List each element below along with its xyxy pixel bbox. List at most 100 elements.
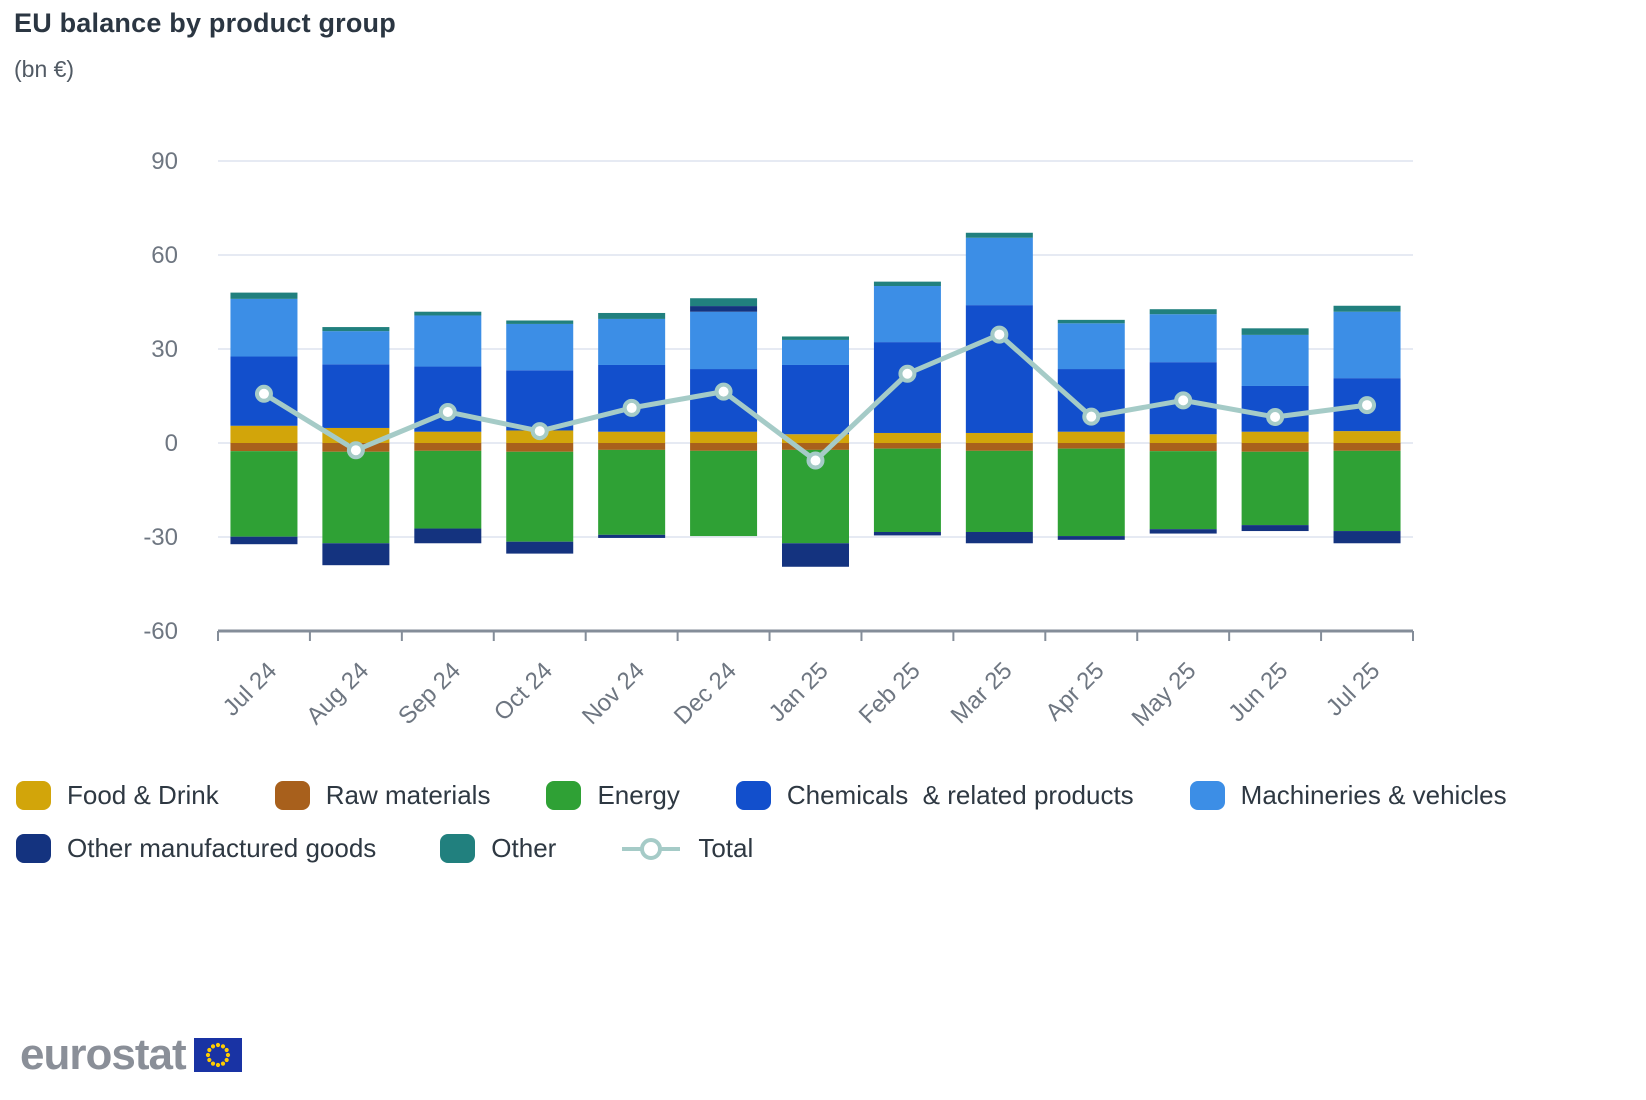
bar-segment[interactable]: [873, 432, 941, 443]
bar-segment[interactable]: [598, 534, 666, 538]
bar-segment[interactable]: [1149, 314, 1217, 363]
bar-segment[interactable]: [782, 543, 849, 567]
total-marker[interactable]: [622, 398, 641, 417]
bar-segment[interactable]: [873, 286, 941, 343]
bar-segment[interactable]: [1057, 431, 1125, 443]
bar-segment[interactable]: [965, 450, 1033, 532]
bar-segment[interactable]: [782, 336, 849, 340]
bar-segment[interactable]: [414, 443, 482, 451]
bar-segment[interactable]: [965, 432, 1033, 443]
bar-segment[interactable]: [1057, 443, 1125, 449]
bar-segment[interactable]: [506, 323, 574, 371]
bar-segment[interactable]: [1149, 451, 1217, 530]
legend-item-chemicals[interactable]: Chemicals & related products: [735, 780, 1134, 811]
bar-segment[interactable]: [414, 315, 482, 367]
bar-segment[interactable]: [690, 306, 758, 312]
total-marker[interactable]: [1266, 407, 1285, 426]
total-marker[interactable]: [1358, 396, 1377, 415]
bar-segment[interactable]: [965, 305, 1033, 433]
bar-segment[interactable]: [1241, 328, 1309, 335]
bar-segment[interactable]: [506, 443, 574, 452]
bar-segment[interactable]: [230, 298, 298, 357]
bar-segment[interactable]: [690, 311, 758, 370]
bar-segment[interactable]: [1149, 434, 1217, 443]
bar-segment[interactable]: [414, 431, 482, 443]
bar-segment[interactable]: [873, 281, 941, 287]
bar-segment[interactable]: [1333, 431, 1401, 443]
bar-segment[interactable]: [965, 237, 1033, 306]
bar-segment[interactable]: [414, 528, 482, 544]
bar-segment[interactable]: [506, 370, 574, 431]
total-marker[interactable]: [346, 441, 365, 460]
bar-segment[interactable]: [230, 292, 298, 299]
bar-segment[interactable]: [1241, 451, 1309, 526]
bar-segment[interactable]: [598, 443, 666, 450]
bar-segment[interactable]: [1149, 309, 1217, 315]
bar-segment[interactable]: [690, 298, 758, 307]
total-marker[interactable]: [530, 422, 549, 441]
bar-segment[interactable]: [1057, 448, 1125, 537]
bar-segment[interactable]: [598, 449, 666, 535]
bar-segment[interactable]: [322, 364, 390, 428]
bar-segment[interactable]: [1241, 431, 1309, 443]
legend-item-other-manufactured[interactable]: Other manufactured goods: [16, 833, 376, 864]
legend-item-total[interactable]: Total: [620, 833, 753, 864]
bar-segment[interactable]: [782, 443, 849, 450]
bar-segment[interactable]: [965, 531, 1033, 544]
bar-segment[interactable]: [1333, 531, 1401, 544]
bar-segment[interactable]: [322, 331, 390, 365]
bar-segment[interactable]: [322, 451, 390, 544]
bar-segment[interactable]: [506, 451, 574, 542]
bar-segment[interactable]: [1333, 305, 1401, 312]
bar-segment[interactable]: [322, 327, 390, 332]
bar-segment[interactable]: [1241, 334, 1309, 386]
bar-segment[interactable]: [506, 541, 574, 554]
bar-segment[interactable]: [965, 232, 1033, 238]
bar-segment[interactable]: [873, 531, 941, 536]
total-marker[interactable]: [1082, 407, 1101, 426]
bar-segment[interactable]: [1241, 525, 1309, 532]
bar-segment[interactable]: [1057, 323, 1125, 370]
bar-segment[interactable]: [690, 431, 758, 443]
bar-segment[interactable]: [690, 443, 758, 451]
bar-segment[interactable]: [965, 443, 1033, 451]
bar-segment[interactable]: [598, 364, 666, 432]
legend-item-machineries[interactable]: Machineries & vehicles: [1189, 780, 1507, 811]
bar-segment[interactable]: [598, 318, 666, 365]
bar-segment[interactable]: [1149, 529, 1217, 534]
total-marker[interactable]: [1174, 391, 1193, 410]
legend-item-other[interactable]: Other: [440, 833, 556, 864]
bar-segment[interactable]: [1057, 536, 1125, 540]
bar-segment[interactable]: [506, 320, 574, 324]
bar-segment[interactable]: [873, 443, 941, 449]
bar-segment[interactable]: [230, 425, 298, 443]
bar-segment[interactable]: [1057, 319, 1125, 324]
legend-item-food-drink[interactable]: Food & Drink: [16, 780, 219, 811]
bar-segment[interactable]: [414, 311, 482, 316]
bar-segment[interactable]: [230, 536, 298, 545]
total-marker[interactable]: [806, 451, 825, 470]
bar-segment[interactable]: [782, 434, 849, 443]
bar-segment[interactable]: [598, 312, 666, 319]
bar-segment[interactable]: [1149, 443, 1217, 452]
legend-item-raw-materials[interactable]: Raw materials: [274, 780, 490, 811]
total-marker[interactable]: [438, 402, 457, 421]
bar-segment[interactable]: [873, 448, 941, 532]
total-marker[interactable]: [254, 384, 273, 403]
legend-item-energy[interactable]: Energy: [546, 780, 680, 811]
bar-segment[interactable]: [1333, 311, 1401, 379]
bar-segment[interactable]: [1241, 443, 1309, 452]
total-marker[interactable]: [714, 382, 733, 401]
bar-segment[interactable]: [598, 431, 666, 443]
bar-segment[interactable]: [322, 543, 390, 566]
bar-segment[interactable]: [690, 450, 758, 537]
bar-segment[interactable]: [230, 443, 298, 452]
bar-segment[interactable]: [414, 450, 482, 529]
bar-segment[interactable]: [1333, 443, 1401, 451]
bar-segment[interactable]: [873, 342, 941, 433]
bar-segment[interactable]: [782, 364, 849, 435]
total-marker[interactable]: [898, 364, 917, 383]
bar-segment[interactable]: [230, 451, 298, 537]
bar-segment[interactable]: [1333, 450, 1401, 532]
total-marker[interactable]: [990, 325, 1009, 344]
